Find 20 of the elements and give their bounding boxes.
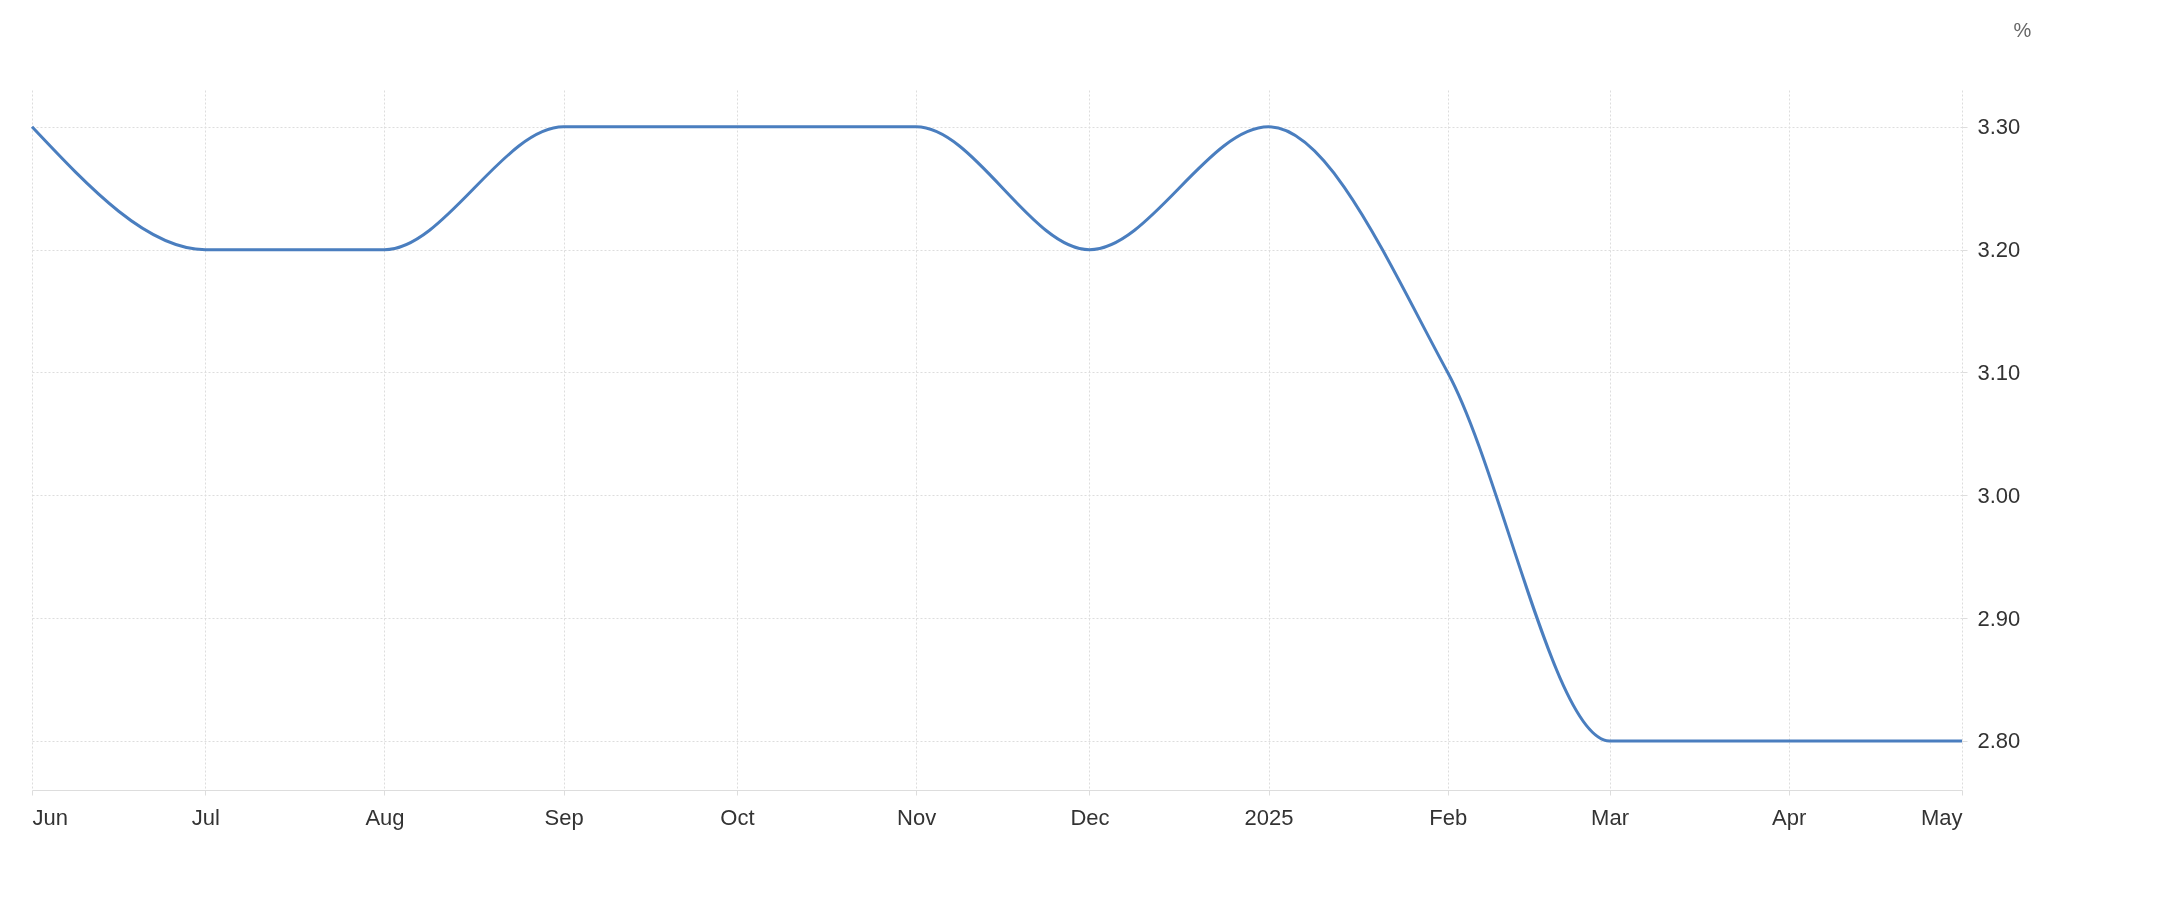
line-series — [30, 125, 1964, 743]
y-tick-label: 3.20 — [1977, 237, 2021, 263]
y-tick-label: 2.80 — [1977, 728, 2021, 754]
y-axis-title: % — [2013, 18, 2032, 41]
y-tick-label: 3.00 — [1977, 482, 2021, 508]
x-tick-label: May — [1920, 804, 1963, 830]
x-tick-label: Jun — [32, 804, 68, 830]
x-tick-label: Dec — [1070, 804, 1110, 830]
y-tick-label: 2.90 — [1977, 605, 2021, 631]
x-tick-label: Mar — [1591, 804, 1629, 830]
x-tick-label: Sep — [544, 804, 584, 830]
x-tick-label: Apr — [1772, 804, 1807, 830]
x-tick-label: Nov — [897, 804, 937, 830]
y-tick-label: 3.10 — [1977, 359, 2021, 385]
x-tick-label: Jul — [191, 804, 220, 830]
x-tick-label: Oct — [720, 804, 755, 830]
y-tick-label: 3.30 — [1977, 114, 2021, 140]
x-tick-label: Aug — [365, 804, 405, 830]
x-tick-label: Feb — [1429, 804, 1468, 830]
x-tick-label: 2025 — [1244, 804, 1294, 830]
